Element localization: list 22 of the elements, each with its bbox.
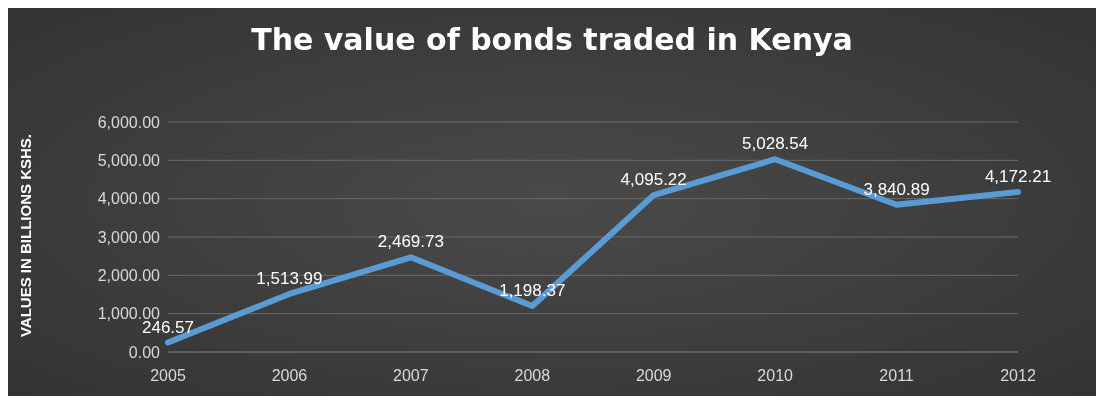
y-tick-label: 5,000.00 [97,152,161,170]
x-tick-label: 2007 [393,367,429,385]
data-label: 4,095.22 [620,170,687,190]
data-label: 4,172.21 [984,167,1052,187]
x-tick-label: 2012 [1000,367,1036,385]
data-label: 2,469.73 [377,232,444,252]
y-tick-label: 6,000.00 [97,113,161,131]
y-axis-title: VALUES IN BILLIONS KSHS. [17,133,35,337]
x-tick-label: 2009 [635,367,672,385]
data-label: 3,840.89 [863,179,930,199]
chart-title: The value of bonds traded in Kenya [250,22,854,57]
data-label: 1,513.99 [256,268,323,288]
y-tick-label: 2,000.00 [97,267,161,285]
y-tick-label: 4,000.00 [97,190,161,208]
x-tick-label: 2005 [150,367,186,385]
x-tick-label: 2010 [757,367,794,385]
x-tick-label: 2011 [879,367,914,385]
data-label: 5,028.54 [742,134,809,154]
x-tick-label: 2008 [514,367,551,385]
x-tick-label: 2006 [271,367,308,385]
y-tick-label: 0.00 [128,343,161,361]
y-tick-label: 3,000.00 [97,228,161,246]
